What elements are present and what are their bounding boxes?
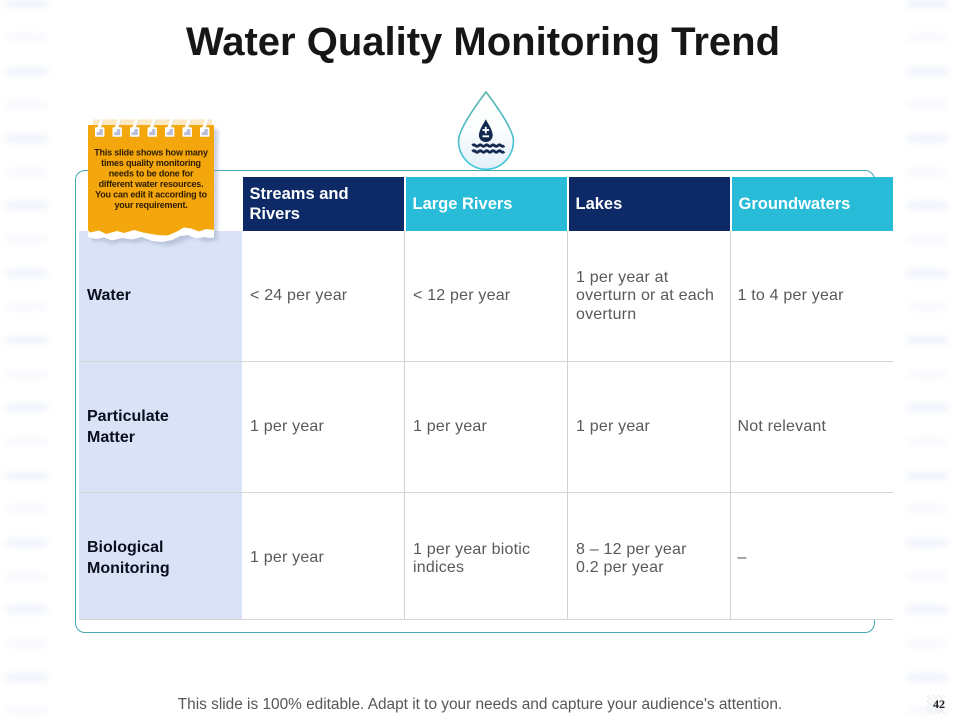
svg-text:your requirement.: your requirement. [114, 200, 187, 210]
svg-text:different water resources.: different water resources. [99, 179, 204, 189]
svg-text:times quality monitoring: times quality monitoring [101, 158, 201, 168]
svg-text:needs to be done for: needs to be done for [109, 169, 194, 179]
svg-text:You can edit it according to: You can edit it according to [95, 190, 207, 200]
svg-text:This slide shows how many: This slide shows how many [94, 148, 208, 158]
